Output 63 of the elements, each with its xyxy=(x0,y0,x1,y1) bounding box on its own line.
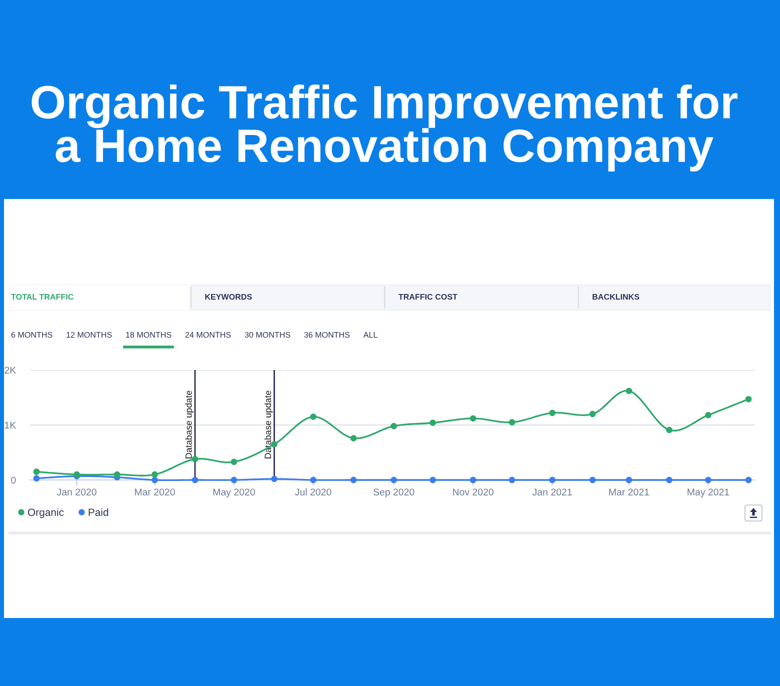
text: 18 MONTHS xyxy=(126,332,172,338)
y-tick-label: 1K xyxy=(4,422,16,429)
ref-line-label: Database update xyxy=(264,390,273,458)
x-tick-label: May 2021 xyxy=(688,488,730,498)
point xyxy=(230,458,238,466)
point xyxy=(745,396,752,402)
text: KEYWORDS xyxy=(205,294,252,300)
y-tick-label: 0 xyxy=(11,476,16,484)
text: 36 MONTHS xyxy=(304,332,350,338)
x-tick-label: Mar 2021 xyxy=(609,488,650,496)
point xyxy=(705,412,712,418)
text: TOTAL TRAFFIC xyxy=(11,294,74,300)
point xyxy=(470,476,476,484)
point xyxy=(390,476,397,484)
point xyxy=(745,476,752,484)
point xyxy=(152,471,158,478)
point xyxy=(310,414,316,420)
text: 24 MONTHS xyxy=(185,332,231,338)
x-tick-label: Nov 2020 xyxy=(453,488,494,496)
point xyxy=(350,476,357,484)
point xyxy=(33,475,40,482)
point xyxy=(666,426,672,434)
point xyxy=(310,476,316,484)
legend-label: Organic xyxy=(28,508,64,518)
x-tick-label: Mar 2020 xyxy=(134,488,175,496)
x-tick-label: Jul 2020 xyxy=(295,488,332,496)
point xyxy=(508,419,516,426)
ref-line-label: Database update xyxy=(185,390,194,458)
point xyxy=(626,388,632,394)
point xyxy=(33,468,40,475)
text: ALL xyxy=(363,332,378,338)
point xyxy=(230,476,238,484)
text: BACKLINKS xyxy=(592,294,640,300)
x-tick-label: May 2020 xyxy=(213,488,255,498)
text: 30 MONTHS xyxy=(244,332,290,338)
point xyxy=(271,441,278,448)
x-tick-label: Jan 2020 xyxy=(56,488,96,496)
point xyxy=(666,476,672,484)
point xyxy=(549,476,556,484)
point xyxy=(152,476,158,484)
x-tick-label: Sep 2020 xyxy=(373,488,414,498)
point xyxy=(508,476,516,484)
point xyxy=(271,476,278,482)
point xyxy=(430,420,436,426)
text: TRAFFIC COST xyxy=(398,294,458,300)
point xyxy=(705,476,712,484)
point xyxy=(470,415,476,422)
x-tick-label: Jan 2021 xyxy=(532,488,572,496)
point xyxy=(192,476,198,484)
point xyxy=(114,471,120,478)
chart-title: Organic Traffic Improvement for a Home Renovation Company xyxy=(32,84,738,172)
point xyxy=(549,410,556,416)
text: 6 MONTHS xyxy=(11,332,52,338)
point xyxy=(626,476,632,484)
text: 12 MONTHS xyxy=(66,332,112,338)
point xyxy=(430,476,436,484)
point xyxy=(192,456,198,462)
point xyxy=(350,435,357,442)
legend-label: Paid xyxy=(88,508,108,516)
point xyxy=(589,410,596,418)
y-tick-label: 2K xyxy=(4,366,16,374)
point xyxy=(390,422,397,430)
point xyxy=(589,476,596,484)
